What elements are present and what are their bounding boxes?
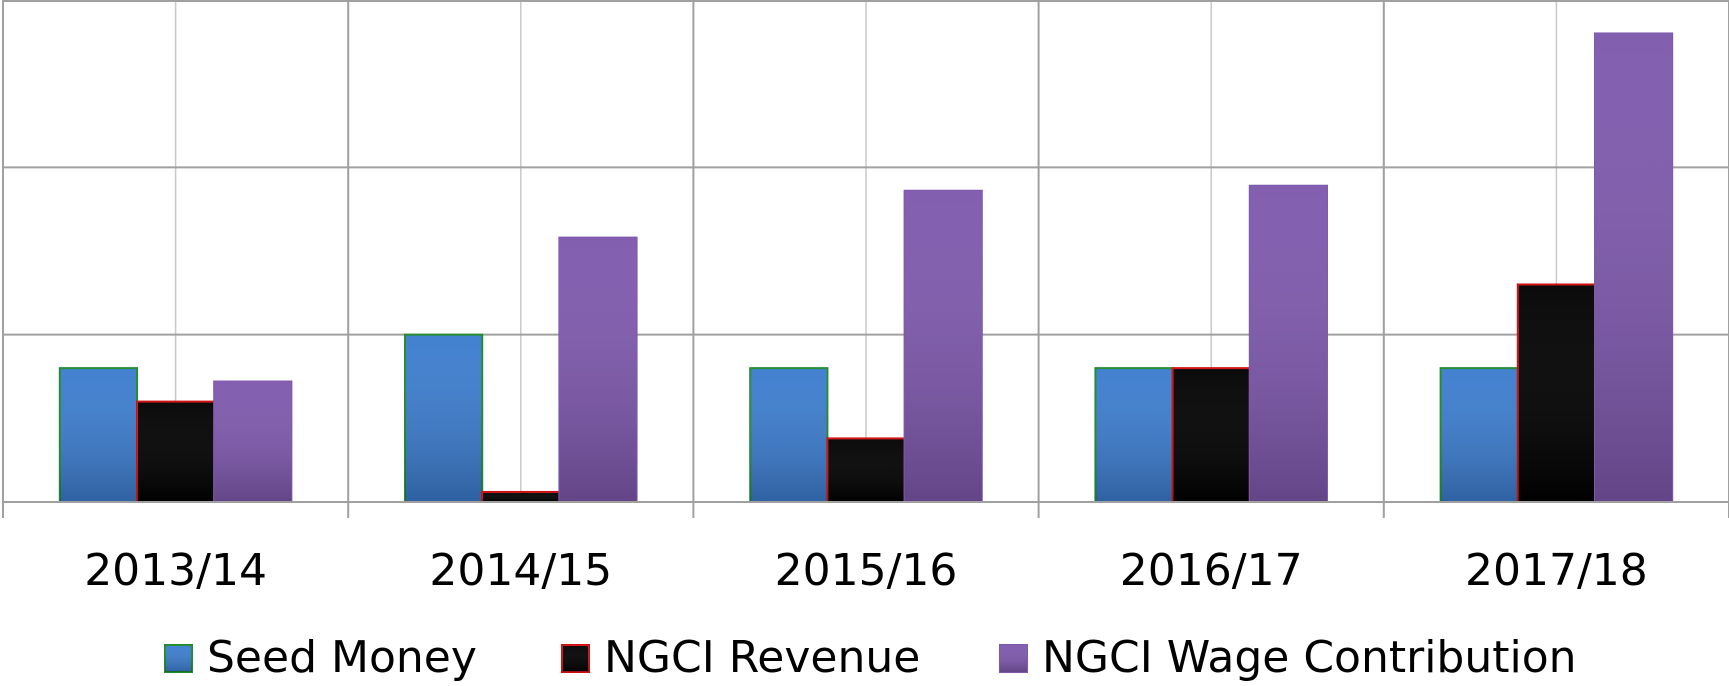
bar	[136, 400, 216, 504]
x-tick-label: 2014/15	[429, 545, 612, 596]
bar	[213, 380, 293, 503]
bar	[1593, 32, 1674, 503]
bar	[1171, 367, 1251, 503]
x-tick-label: 2016/17	[1120, 545, 1303, 596]
bar	[481, 490, 561, 503]
x-tick-label: 2015/16	[775, 545, 958, 596]
bar	[1094, 367, 1174, 503]
bar	[903, 189, 983, 503]
bar	[404, 333, 484, 503]
bar	[826, 437, 906, 503]
legend-swatch-shade	[165, 645, 192, 672]
legend-label: Seed Money	[207, 632, 477, 683]
bar	[558, 236, 638, 503]
bar	[1439, 367, 1519, 503]
legend-label: NGCI Wage Contribution	[1042, 632, 1577, 683]
bar	[58, 367, 139, 503]
bar	[1248, 184, 1328, 504]
bar	[1516, 283, 1596, 504]
x-tick-label: 2013/14	[84, 545, 267, 596]
legend-swatch-shade	[562, 645, 589, 672]
legend-label: NGCI Revenue	[604, 632, 920, 683]
x-tick-label: 2017/18	[1465, 545, 1648, 596]
legend-swatch-shade	[1000, 645, 1027, 672]
bar	[749, 367, 829, 503]
